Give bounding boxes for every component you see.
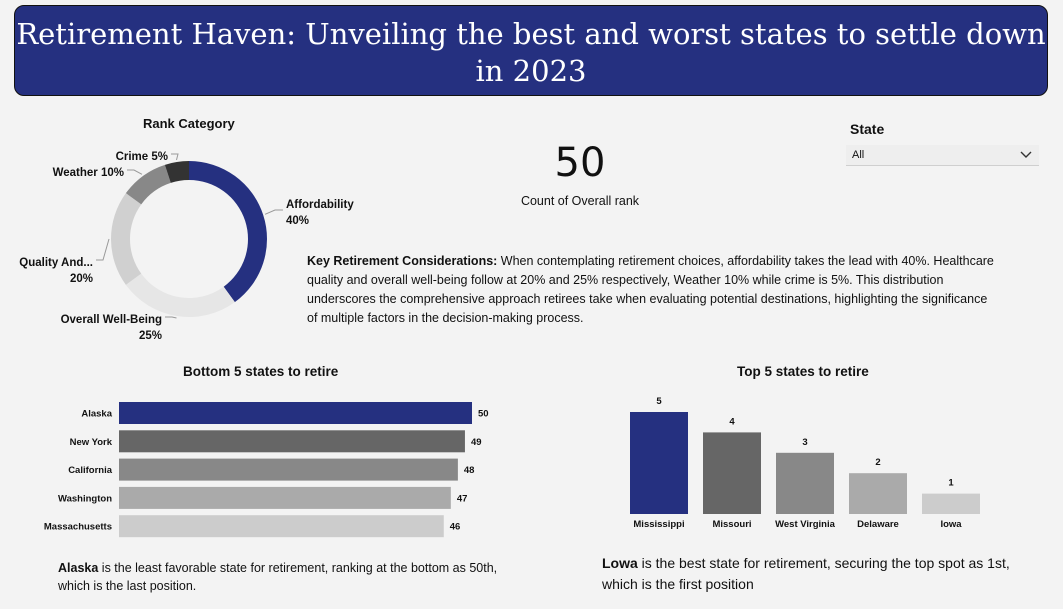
donut-label-overall-well-being: 25% bbox=[139, 330, 162, 342]
column-value-label: 2 bbox=[875, 457, 880, 468]
column-value-label: 3 bbox=[802, 437, 807, 448]
column-mississippi[interactable] bbox=[630, 412, 688, 514]
key-considerations-heading: Key Retirement Considerations: bbox=[307, 254, 498, 268]
top-5-column-chart: 5 Mississippi 4 Missouri 3 West Virginia 2 Dela… bbox=[630, 396, 980, 530]
column-category-label: Iowa bbox=[940, 519, 962, 530]
kpi-label: Count of Overall rank bbox=[520, 194, 640, 208]
top-insight-state: Lowa bbox=[602, 555, 638, 571]
column-value-label: 1 bbox=[948, 478, 954, 489]
bar-value-label: 49 bbox=[471, 437, 482, 448]
column-west-virginia[interactable] bbox=[776, 452, 834, 514]
bar-value-label: 50 bbox=[478, 409, 489, 420]
bottom-5-bar-chart: Alaska 50 New York 49 California 48 Washington… bbox=[44, 402, 489, 538]
bar-category-label: Alaska bbox=[81, 409, 112, 420]
bar-new-york[interactable] bbox=[119, 430, 465, 453]
bottom-insight-state: Alaska bbox=[58, 561, 99, 575]
donut-leader-line bbox=[165, 316, 177, 319]
donut-chart-title: Rank Category bbox=[143, 116, 235, 131]
donut-slice-affordability[interactable] bbox=[189, 161, 267, 303]
bar-value-label: 48 bbox=[464, 465, 475, 476]
donut-label-quality-and: Quality And... bbox=[19, 257, 93, 269]
bottom-insight-body: is the least favorable state for retirem… bbox=[58, 561, 498, 593]
bar-value-label: 47 bbox=[457, 493, 468, 504]
state-filter-label: State bbox=[850, 121, 885, 137]
donut-leader-line bbox=[171, 153, 179, 161]
donut-label-overall-well-being: Overall Well-Being bbox=[61, 314, 162, 326]
column-category-label: Mississippi bbox=[633, 519, 684, 530]
donut-slice-overall-well-being[interactable] bbox=[125, 273, 235, 317]
bottom-insight-text: Alaska is the least favorable state for … bbox=[58, 559, 518, 595]
key-considerations-body: When contemplating retirement choices, a… bbox=[307, 254, 994, 325]
top-chart-title: Top 5 states to retire bbox=[737, 364, 869, 379]
top-insight-body: is the best state for retirement, securi… bbox=[602, 555, 1010, 592]
bar-washington[interactable] bbox=[119, 486, 451, 509]
column-delaware[interactable] bbox=[849, 473, 907, 514]
bar-california[interactable] bbox=[119, 458, 458, 481]
top-insight-text: Lowa is the best state for retirement, s… bbox=[602, 553, 1042, 595]
key-considerations-text: Key Retirement Considerations: When cont… bbox=[307, 252, 997, 328]
column-value-label: 5 bbox=[656, 396, 662, 407]
donut-label-affordability: Affordability bbox=[286, 199, 354, 211]
bar-category-label: New York bbox=[70, 437, 113, 448]
rank-category-donut-chart: Affordability 40% Overall Well-Being 25% Qua… bbox=[19, 151, 354, 342]
donut-label-crime: Crime 5% bbox=[116, 151, 168, 163]
column-missouri[interactable] bbox=[703, 432, 761, 514]
column-iowa[interactable] bbox=[922, 493, 980, 514]
donut-slice-weather[interactable] bbox=[125, 164, 171, 205]
donut-slice-crime[interactable] bbox=[164, 161, 189, 183]
bar-category-label: Washington bbox=[58, 493, 112, 504]
bar-category-label: Massachusetts bbox=[44, 522, 112, 533]
donut-label-affordability: 40% bbox=[286, 215, 309, 227]
donut-label-weather: Weather 10% bbox=[53, 167, 124, 179]
donut-leader-line bbox=[264, 209, 283, 215]
column-category-label: Delaware bbox=[857, 519, 899, 530]
chevron-down-icon bbox=[1019, 148, 1033, 165]
column-value-label: 4 bbox=[729, 416, 735, 427]
donut-slice-quality-and[interactable] bbox=[110, 193, 142, 285]
bottom-chart-title: Bottom 5 states to retire bbox=[183, 364, 339, 379]
page-title: Retirement Haven: Unveiling the best and… bbox=[14, 5, 1048, 96]
state-filter-dropdown[interactable]: All bbox=[846, 145, 1039, 166]
bar-value-label: 46 bbox=[450, 522, 461, 533]
donut-leader-line bbox=[96, 238, 110, 261]
kpi-value: 50 bbox=[554, 140, 606, 186]
donut-label-quality-and: 20% bbox=[70, 273, 93, 285]
column-category-label: Missouri bbox=[712, 519, 751, 530]
bar-alaska[interactable] bbox=[119, 402, 472, 424]
donut-leader-line bbox=[127, 169, 143, 175]
column-category-label: West Virginia bbox=[775, 519, 836, 530]
state-filter-value: All bbox=[852, 149, 865, 161]
bar-massachusetts[interactable] bbox=[119, 515, 444, 538]
bar-category-label: California bbox=[68, 465, 113, 476]
